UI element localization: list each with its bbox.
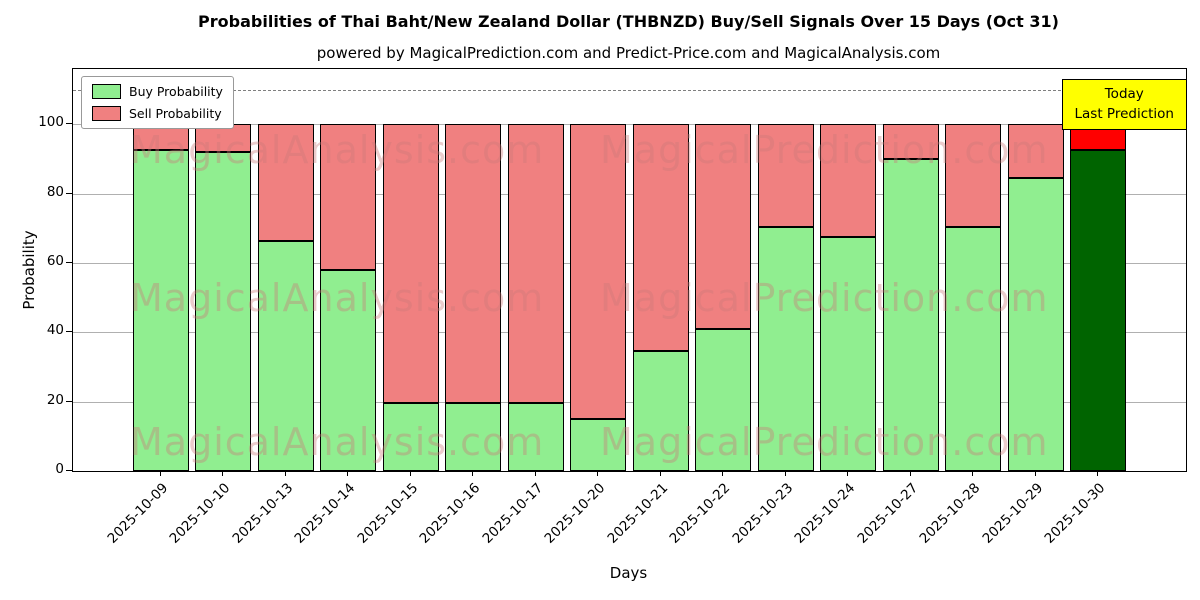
x-tick-mark xyxy=(284,471,286,476)
gridline xyxy=(73,124,1186,126)
x-axis-label: Days xyxy=(609,564,648,582)
x-tick-mark xyxy=(222,471,224,476)
legend: Buy Probability Sell Probability xyxy=(81,76,234,129)
bar-buy-segment xyxy=(507,403,564,471)
bar-buy-segment xyxy=(632,351,689,471)
today-annotation: Today Last Prediction xyxy=(1061,79,1187,130)
bar-sell-segment xyxy=(757,124,814,227)
y-tick-label: 60 xyxy=(46,253,64,270)
gridline xyxy=(73,332,1186,334)
bar-sell-segment xyxy=(445,124,502,404)
x-tick-mark xyxy=(347,471,349,476)
bar-buy-segment xyxy=(1070,150,1126,471)
bar-buy-segment xyxy=(257,240,314,471)
gridline xyxy=(73,401,1186,403)
x-tick-mark xyxy=(972,471,974,476)
bar-sell-segment xyxy=(382,124,439,404)
y-tick-label: 40 xyxy=(46,322,64,339)
y-tick-mark xyxy=(66,192,72,194)
bar-sell-segment xyxy=(257,124,314,241)
chart-title: Probabilities of Thai Baht/New Zealand D… xyxy=(198,12,1059,31)
bar-sell-segment xyxy=(882,124,939,160)
chart-subtitle: powered by MagicalPrediction.com and Pre… xyxy=(316,44,941,62)
x-tick-mark xyxy=(847,471,849,476)
y-axis-label: Probability xyxy=(20,230,38,310)
bar-buy-segment xyxy=(445,403,502,471)
bar-sell-segment xyxy=(320,124,377,270)
bar-buy-segment xyxy=(695,328,752,471)
bar-sell-segment xyxy=(695,124,752,329)
bar-sell-segment xyxy=(570,124,627,419)
x-tick-mark xyxy=(784,471,786,476)
watermark-text: MagicalPrediction.com xyxy=(600,420,1049,464)
legend-swatch xyxy=(92,106,121,121)
x-tick-mark xyxy=(722,471,724,476)
watermark-text: MagicalPrediction.com xyxy=(600,276,1049,320)
bar-buy-segment xyxy=(820,237,877,471)
bar-sell-segment xyxy=(632,124,689,352)
bar-buy-segment xyxy=(882,159,939,471)
watermark-text: MagicalAnalysis.com xyxy=(130,420,545,464)
watermark-text: MagicalAnalysis.com xyxy=(130,276,545,320)
y-tick-label: 20 xyxy=(46,391,64,408)
x-tick-mark xyxy=(597,471,599,476)
bar-buy-segment xyxy=(320,270,377,471)
gridline xyxy=(73,263,1186,265)
gridline xyxy=(73,193,1186,195)
y-tick-label: 80 xyxy=(46,183,64,200)
x-tick-mark xyxy=(534,471,536,476)
watermark-text: MagicalPrediction.com xyxy=(600,128,1049,172)
y-tick-mark xyxy=(66,470,72,471)
bar-buy-segment xyxy=(757,226,814,471)
x-tick-mark xyxy=(909,471,911,476)
bar-buy-segment xyxy=(195,152,252,471)
bar-sell-segment xyxy=(1007,124,1064,179)
bar-sell-segment xyxy=(820,124,877,238)
x-tick-mark xyxy=(1097,471,1098,476)
legend-label: Sell Probability xyxy=(129,106,222,121)
dashed-threshold-line xyxy=(73,89,1186,91)
bar-sell-segment xyxy=(945,124,1002,227)
y-tick-mark xyxy=(66,123,72,125)
x-tick-mark xyxy=(409,471,411,476)
legend-label: Buy Probability xyxy=(129,84,223,99)
today-annotation-line1: Today xyxy=(1104,86,1144,102)
bar-buy-segment xyxy=(1007,178,1064,471)
x-tick-mark xyxy=(472,471,474,476)
y-tick-mark xyxy=(66,331,72,333)
legend-item: Buy Probability xyxy=(92,84,223,99)
bar-buy-segment xyxy=(133,150,189,471)
bar-buy-segment xyxy=(945,226,1002,471)
x-tick-mark xyxy=(160,471,161,476)
x-tick-mark xyxy=(1034,471,1036,476)
plot-area: Buy Probability Sell Probability Today La… xyxy=(72,68,1187,472)
legend-item: Sell Probability xyxy=(92,106,223,121)
today-annotation-line2: Last Prediction xyxy=(1074,106,1174,123)
watermark-text: MagicalAnalysis.com xyxy=(130,128,545,172)
y-tick-mark xyxy=(66,262,72,264)
y-tick-label: 0 xyxy=(55,461,64,477)
bar-buy-segment xyxy=(382,403,439,471)
bar-buy-segment xyxy=(570,419,627,471)
y-tick-label: 100 xyxy=(38,114,64,131)
x-tick-mark xyxy=(659,471,661,476)
legend-swatch xyxy=(92,84,121,99)
y-tick-mark xyxy=(66,400,72,402)
bar-sell-segment xyxy=(507,124,564,404)
